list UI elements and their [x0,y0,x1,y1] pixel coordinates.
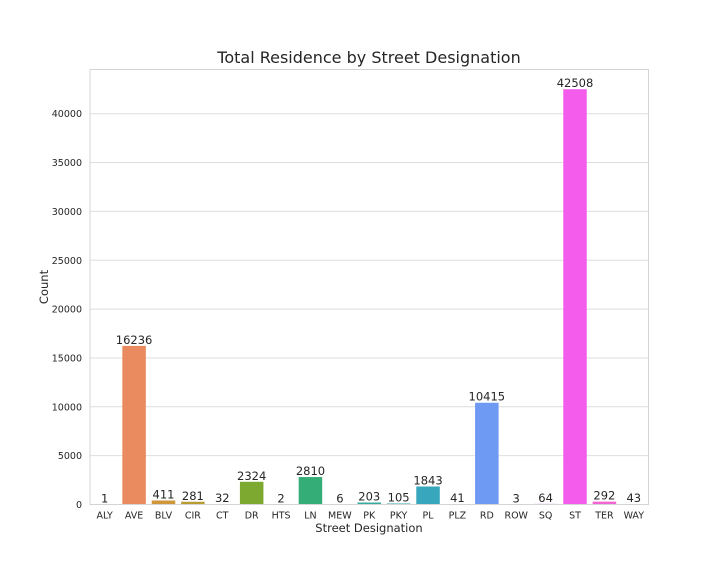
y-tick-label: 25000 [52,256,82,267]
x-tick-label: MEW [328,511,352,522]
x-tick-label: SQ [539,511,553,522]
bar-pk [357,502,382,505]
bar-rd [475,402,499,505]
data-label: 3 [513,491,520,505]
x-tick-label: LN [304,511,316,522]
y-tick-label: 5000 [58,451,82,462]
x-tick-label: PK [363,511,376,522]
bar-pky [386,503,411,505]
x-tick-label: ST [569,511,581,522]
bar-ln [298,477,323,505]
bars [92,89,646,505]
data-label: 411 [153,487,175,501]
bar-st [563,89,587,505]
data-label: 281 [182,489,204,503]
y-tick-label: 35000 [52,158,82,169]
data-label: 292 [593,489,615,503]
y-tick-label: 40000 [52,109,82,120]
x-tick-label: DR [245,511,259,522]
data-label: 1843 [413,473,442,487]
data-label: 41 [450,491,465,505]
x-tick-label: CIR [185,511,201,522]
data-label: 64 [538,491,553,505]
bar-ter [592,501,617,505]
x-tick-label: BLV [155,511,173,522]
y-tick-label: 10000 [52,402,82,413]
x-tick-label: ROW [504,511,528,522]
x-tick-label: RD [480,511,494,522]
y-tick-label: 15000 [52,353,82,364]
y-tick-labels: 0 5000 10000 15000 20000 25000 30000 35000 40000 [52,109,82,511]
y-axis-label: Count [37,269,51,304]
y-tick-label: 30000 [52,207,82,218]
x-tick-label: PLZ [449,511,467,522]
x-tick-label: AVE [125,511,143,522]
y-tick-label: 0 [76,500,82,511]
x-tick-label: ALY [97,511,114,522]
x-tick-label: HTS [272,511,291,522]
data-label: 1 [101,491,108,505]
data-label: 105 [388,490,410,504]
y-tick-label: 20000 [52,305,82,316]
data-label: 16236 [116,333,153,347]
chart-title: Total Residence by Street Designation [216,48,520,67]
bar-ave [122,345,146,505]
data-label: 10415 [469,390,506,404]
x-axis-label: Street Designation [315,521,422,535]
data-label: 43 [626,491,641,505]
x-tick-label: PL [423,511,435,522]
plot-frame [89,69,649,505]
gridlines [90,113,649,505]
x-tick-label: PKY [390,511,408,522]
bar-dr [239,481,264,505]
x-tick-label: WAY [624,511,645,522]
data-label: 2810 [296,464,325,478]
data-label: 203 [358,490,380,504]
data-label: 6 [336,491,343,505]
data-label: 42508 [557,76,594,90]
bar-blv [151,500,176,505]
x-tick-labels: ALY AVE BLV CIR CT DR HTS LN MEW PK PKY PL PLZ RD ROW S… [97,511,645,522]
data-label: 32 [215,491,230,505]
bar-cir [181,501,205,505]
x-tick-label: TER [594,511,614,522]
data-label: 2324 [237,469,266,483]
bar-pl [416,486,440,505]
x-tick-label: CT [216,511,229,522]
data-label: 2 [277,491,284,505]
